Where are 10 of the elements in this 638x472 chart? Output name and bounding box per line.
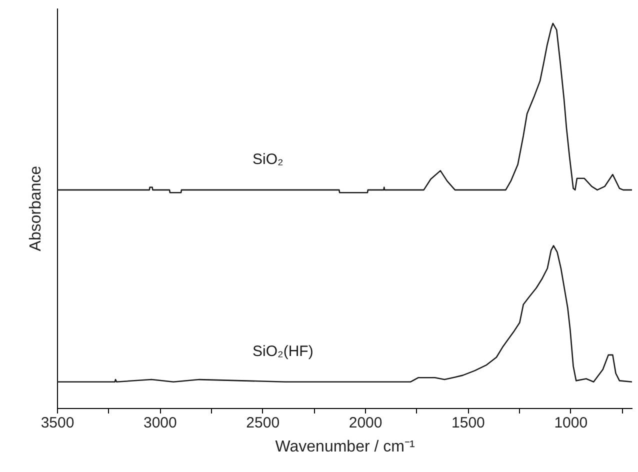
x-tick-label: 2000	[348, 414, 382, 432]
x-tick-label: 3500	[40, 414, 74, 432]
series-label: SiO₂(HF)	[252, 342, 314, 360]
x-tick-label: 3000	[143, 414, 177, 432]
x-tick-label: 2500	[246, 414, 280, 432]
y-axis-title: Absorbance	[28, 166, 44, 252]
x-tick-label: 1500	[452, 414, 485, 432]
series-label: SiO₂	[252, 150, 284, 168]
x-tick-label: 1000	[554, 414, 588, 432]
x-axis-title: Wavenumber / cm⁻¹	[275, 438, 415, 456]
